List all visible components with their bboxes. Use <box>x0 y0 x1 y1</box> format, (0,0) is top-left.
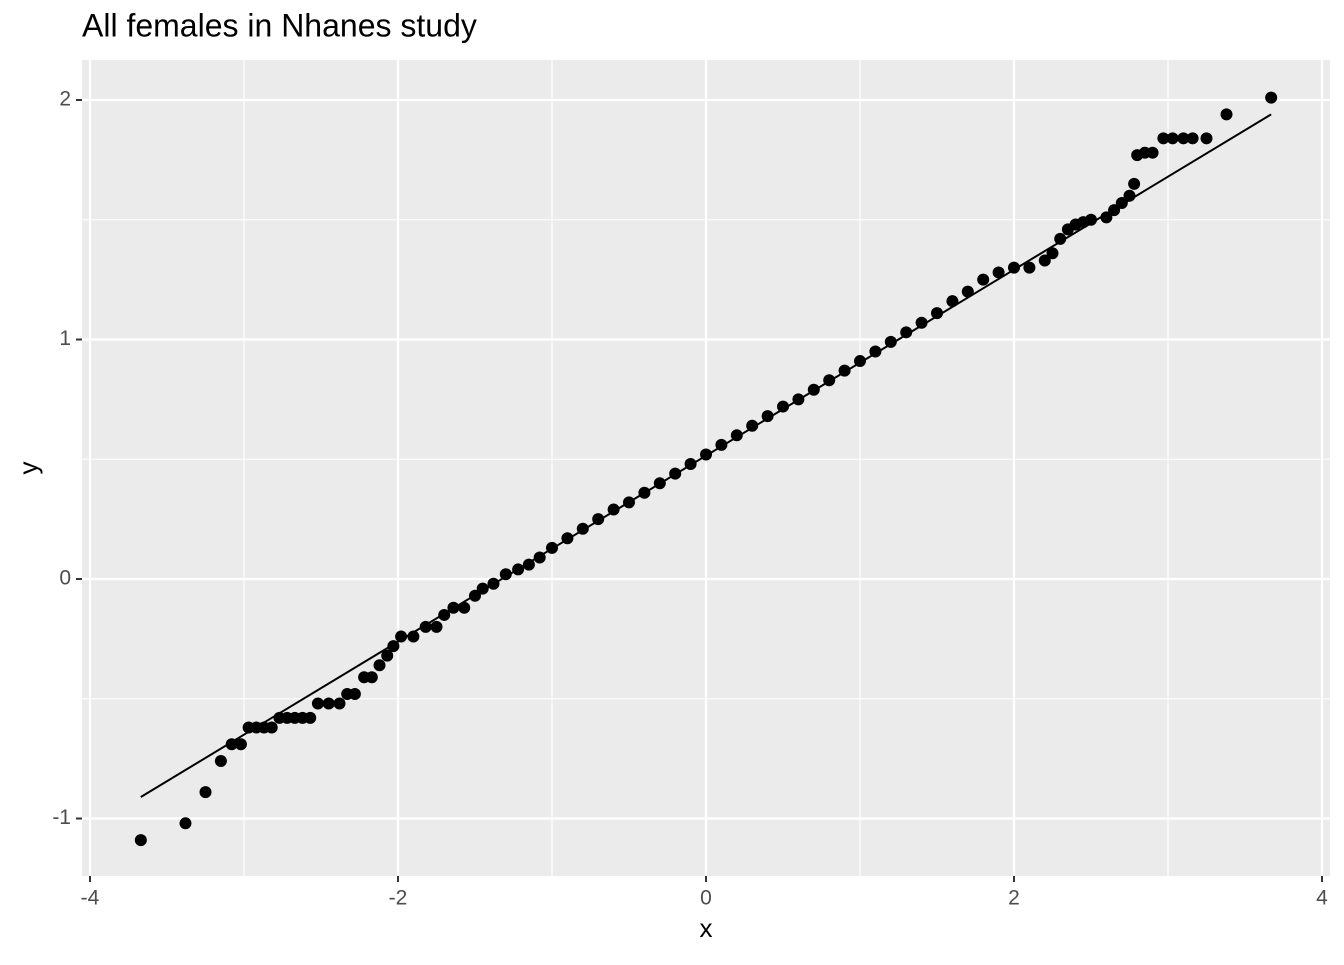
y-tick-label: 0 <box>59 567 71 590</box>
point <box>1046 247 1059 260</box>
y-axis-title: y <box>13 462 43 475</box>
point <box>1157 132 1170 145</box>
point <box>311 697 324 710</box>
point <box>199 786 212 799</box>
point <box>1038 254 1051 267</box>
point <box>1084 213 1097 226</box>
point <box>265 721 278 734</box>
x-tick-label: 4 <box>1316 887 1328 910</box>
point <box>1100 211 1113 224</box>
point <box>322 697 335 710</box>
point <box>430 620 443 633</box>
point <box>1177 132 1190 145</box>
point <box>1265 91 1278 104</box>
point <box>373 659 386 672</box>
point <box>333 697 346 710</box>
point <box>304 711 317 724</box>
point <box>234 738 247 751</box>
point <box>1186 132 1199 145</box>
point <box>1128 177 1141 190</box>
point <box>900 326 913 339</box>
point <box>1200 132 1213 145</box>
point <box>348 687 361 700</box>
point <box>1146 146 1159 159</box>
point <box>930 307 943 320</box>
y-tick-label: 1 <box>59 327 71 350</box>
point <box>134 834 147 847</box>
x-tick-label: 2 <box>1008 887 1020 910</box>
point <box>179 817 192 830</box>
point <box>1220 108 1233 121</box>
point <box>458 601 471 614</box>
point <box>365 671 378 684</box>
point <box>1054 232 1067 245</box>
point <box>395 630 408 643</box>
x-tick-label: -2 <box>389 887 408 910</box>
x-axis-title: x <box>700 913 713 943</box>
point <box>977 273 990 286</box>
chart-title: All females in Nhanes study <box>82 7 477 43</box>
y-tick-label: 2 <box>59 88 71 111</box>
point <box>992 266 1005 279</box>
point <box>776 400 789 413</box>
qq-line <box>140 113 1272 798</box>
point <box>381 649 394 662</box>
y-tick-label: -1 <box>52 806 71 829</box>
point <box>214 755 227 768</box>
x-tick-label: 0 <box>700 887 712 910</box>
point <box>915 316 928 329</box>
x-tick-label: -4 <box>81 887 100 910</box>
point <box>1166 132 1179 145</box>
point <box>1023 261 1036 274</box>
